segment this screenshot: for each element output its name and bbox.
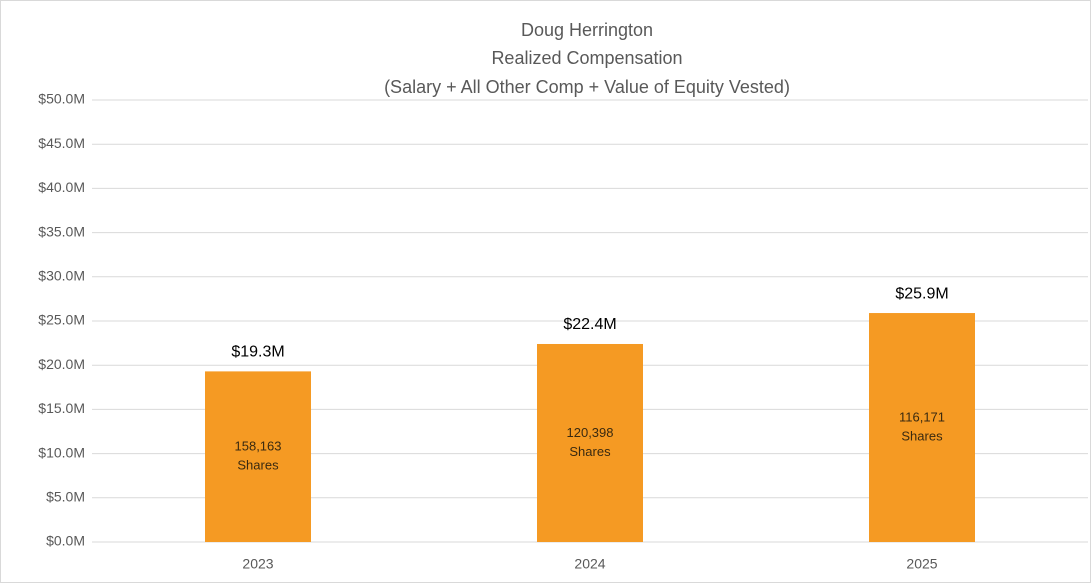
bar-annotation: Shares (569, 444, 611, 459)
y-tick-label: $50.0M (38, 91, 85, 107)
y-tick-label: $5.0M (46, 489, 85, 505)
y-tick-label: $40.0M (38, 179, 85, 195)
bar-annotation: Shares (237, 458, 279, 473)
data-label: $22.4M (563, 316, 616, 333)
y-tick-label: $45.0M (38, 135, 85, 151)
y-tick-label: $20.0M (38, 356, 85, 372)
x-tick-label: 2023 (242, 556, 273, 572)
bar-annotation: Shares (901, 428, 943, 443)
data-label: $19.3M (231, 344, 284, 361)
bar (537, 343, 643, 542)
bar (205, 371, 311, 542)
chart-title: (Salary + All Other Comp + Value of Equi… (384, 77, 790, 97)
x-tick-label: 2024 (574, 556, 605, 572)
chart-title: Doug Herrington (521, 20, 653, 40)
y-tick-label: $15.0M (38, 400, 85, 416)
bar-annotation: 120,398 (567, 425, 614, 440)
y-tick-label: $25.0M (38, 312, 85, 328)
chart-title: Realized Compensation (491, 48, 682, 68)
data-label: $25.9M (895, 285, 948, 302)
bar-annotation: 116,171 (899, 409, 945, 424)
bar-annotation: 158,163 (235, 439, 282, 454)
y-tick-label: $30.0M (38, 268, 85, 284)
y-tick-label: $35.0M (38, 223, 85, 239)
y-tick-label: $0.0M (46, 533, 85, 549)
x-tick-label: 2025 (906, 556, 937, 572)
y-tick-label: $10.0M (38, 444, 85, 460)
bar (869, 313, 975, 542)
